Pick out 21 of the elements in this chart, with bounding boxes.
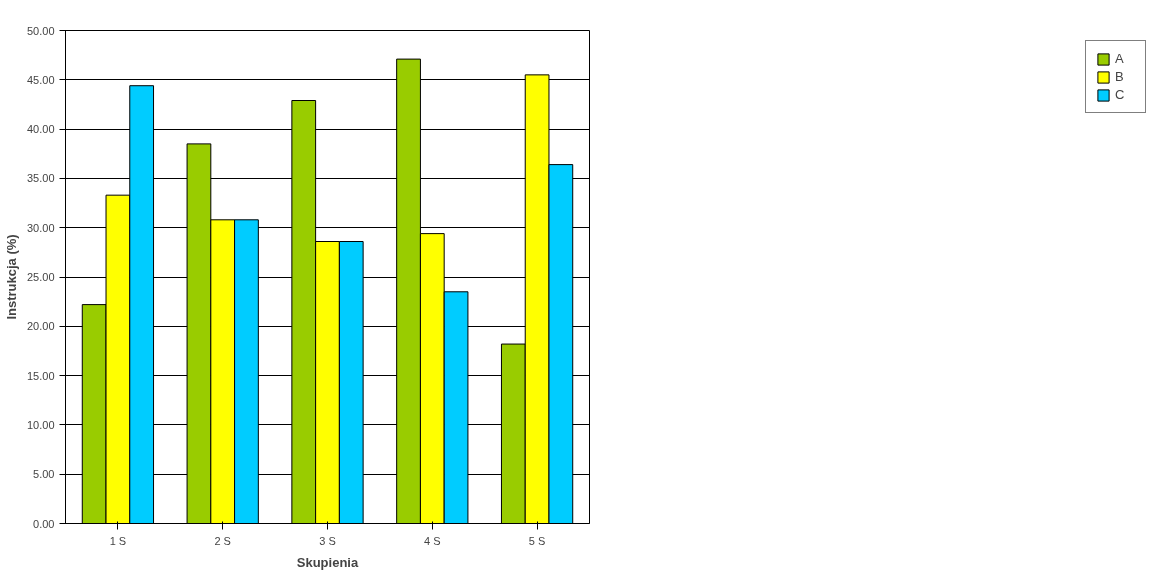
y-tick-label: 5.00: [33, 468, 55, 481]
x-tick-label: 5 S: [528, 534, 546, 547]
x-tick-label: 1 S: [109, 534, 127, 547]
y-tick-label: 25.00: [26, 271, 55, 283]
y-tick-label: 15.00: [26, 369, 55, 382]
x-tick-label: 4 S: [424, 534, 441, 547]
legend-label: B: [1115, 69, 1125, 84]
y-tick-label: 20.00: [26, 320, 55, 333]
y-tick-label: 10.00: [26, 418, 55, 431]
x-axis-title: Skupienia: [296, 554, 359, 570]
x-tick-label: 2 S: [214, 534, 231, 547]
legend-label: C: [1115, 87, 1126, 102]
y-tick-label: 50.00: [26, 24, 55, 37]
y-tick-label: 30.00: [26, 221, 55, 234]
y-tick-label: 40.00: [26, 123, 55, 136]
legend-label: A: [1115, 51, 1125, 66]
x-tick-label: 3 S: [319, 534, 336, 547]
y-axis-title: Instrukcja (%): [3, 234, 19, 320]
y-tick-label: 45.00: [26, 73, 55, 86]
y-tick-label: 35.00: [26, 172, 55, 185]
y-tick-label: 0.00: [33, 517, 55, 530]
